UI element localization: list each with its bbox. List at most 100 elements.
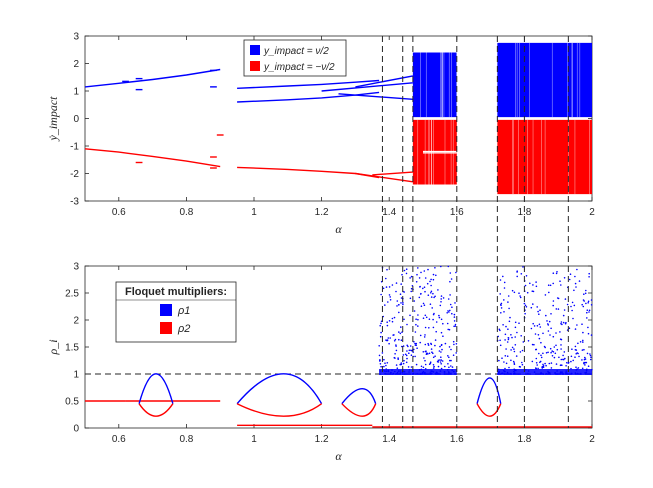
bottom-rho1-point xyxy=(499,279,502,281)
bottom-rho1-point xyxy=(510,349,512,351)
bottom-rho1-point xyxy=(440,356,442,359)
bottom-rho1-point xyxy=(431,307,434,309)
bottom-rho1-point xyxy=(504,367,506,370)
bottom-rho1-point xyxy=(561,323,563,326)
bottom-rho1-point xyxy=(526,291,529,294)
bottom-rho1-point xyxy=(507,301,509,303)
bottom-rho1-point xyxy=(539,309,541,312)
bottom-legend-label: ρ1 xyxy=(177,305,190,317)
bottom-rho1-point xyxy=(549,284,552,287)
bottom-rho1-point xyxy=(429,303,432,306)
bottom-rho1-point xyxy=(410,354,413,357)
bottom-rho1-point xyxy=(552,335,555,338)
top-xtick-label: 1.8 xyxy=(517,207,531,218)
bottom-rho1-point xyxy=(449,303,452,306)
bottom-rho1-point xyxy=(386,339,388,342)
bottom-rho1-point xyxy=(388,320,391,322)
bottom-rho1-point xyxy=(589,354,592,357)
bottom-rho1-point xyxy=(560,321,563,323)
bottom-rho1-point xyxy=(574,282,577,285)
bottom-rho1-point xyxy=(577,352,579,355)
bottom-rho1-point xyxy=(581,349,584,351)
bottom-rho1-point xyxy=(521,363,524,366)
top-red-chaotic-band xyxy=(497,119,592,195)
bottom-rho1-point xyxy=(503,281,506,284)
bottom-rho1-point xyxy=(538,352,540,355)
bottom-ytick-label: 0 xyxy=(73,424,79,435)
bottom-rho1-point xyxy=(424,314,427,317)
bottom-rho1-point xyxy=(574,356,576,359)
bottom-rho1-point xyxy=(555,272,558,275)
bottom-rho1-point xyxy=(383,358,385,361)
bottom-rho1-point xyxy=(574,349,577,351)
bottom-rho1-point xyxy=(386,321,389,324)
bottom-rho1-point xyxy=(432,318,434,321)
bottom-rho1-point xyxy=(522,341,525,343)
bottom-rho1-point xyxy=(536,306,538,308)
bottom-rho1-point xyxy=(451,312,453,315)
bottom-rho1-point xyxy=(401,345,403,348)
bottom-rho1-point xyxy=(447,310,449,312)
bottom-rho1-point xyxy=(395,349,398,352)
bottom-rho1-point xyxy=(440,331,443,334)
bottom-rho1-point xyxy=(562,321,565,324)
bottom-rho1-point xyxy=(430,278,432,281)
bottom-rho1-point xyxy=(510,334,512,336)
bottom-rho1-point xyxy=(380,365,382,368)
bottom-rho1-point xyxy=(400,283,403,285)
bottom-rho1-lobe xyxy=(476,377,502,404)
bottom-rho1-point xyxy=(422,302,425,305)
bottom-rho1-point xyxy=(450,348,452,351)
bottom-rho1-point xyxy=(563,309,566,311)
bottom-rho1-point xyxy=(564,357,566,360)
bottom-rho1-point xyxy=(394,357,396,359)
bottom-rho1-point xyxy=(415,342,418,345)
bottom-rho1-point xyxy=(439,361,442,363)
bottom-rho1-point xyxy=(454,302,456,304)
bottom-rho1-point xyxy=(442,322,444,325)
bottom-rho1-point xyxy=(448,346,451,348)
bottom-rho1-point xyxy=(393,340,396,342)
bottom-rho1-point xyxy=(428,352,431,355)
bottom-rho1-point xyxy=(449,309,451,312)
bottom-rho1-point xyxy=(382,287,385,290)
bottom-rho1-point xyxy=(586,311,588,314)
bottom-rho1-point xyxy=(430,284,432,287)
bottom-rho1-point xyxy=(508,320,511,323)
bottom-rho1-point xyxy=(402,303,404,306)
bottom-rho1-point xyxy=(379,324,382,327)
bottom-rho1-point xyxy=(413,348,415,351)
bottom-rho1-point xyxy=(423,270,426,272)
bottom-rho1-point xyxy=(555,363,558,365)
bottom-rho1-point xyxy=(532,322,534,325)
bottom-rho1-point xyxy=(399,363,402,366)
bottom-rho1-point xyxy=(413,300,416,302)
bottom-rho1-point xyxy=(409,297,412,300)
bottom-rho1-point xyxy=(519,295,521,297)
top-blue-branch xyxy=(237,91,380,103)
bottom-rho1-point xyxy=(512,360,515,363)
bottom-rho1-point xyxy=(395,364,398,366)
bottom-rho1-point xyxy=(379,359,381,361)
bottom-rho1-point xyxy=(585,289,587,292)
bottom-rho1-point xyxy=(503,287,506,289)
bottom-rho1-point xyxy=(542,363,544,366)
bottom-rho1-point xyxy=(430,348,433,350)
bottom-rho1-point xyxy=(518,292,520,295)
bottom-rho1-point xyxy=(424,359,426,362)
bottom-rho1-point xyxy=(433,312,435,315)
bottom-rho1-point xyxy=(415,323,417,326)
bottom-rho1-point xyxy=(389,296,392,298)
bottom-rho1-point xyxy=(453,316,456,318)
bottom-rho1-point xyxy=(519,296,522,299)
bottom-rho1-point xyxy=(504,339,506,341)
bottom-rho1-point xyxy=(400,326,402,328)
bottom-rho1-point xyxy=(385,277,387,280)
bottom-rho1-point xyxy=(454,325,457,327)
bottom-rho1-point xyxy=(427,353,429,355)
bottom-rho2-lobe xyxy=(476,403,502,417)
bottom-rho1-point xyxy=(383,365,385,368)
bottom-rho1-point xyxy=(391,317,394,320)
bottom-rho1-point xyxy=(578,280,581,282)
bottom-rho1-point xyxy=(507,295,510,297)
